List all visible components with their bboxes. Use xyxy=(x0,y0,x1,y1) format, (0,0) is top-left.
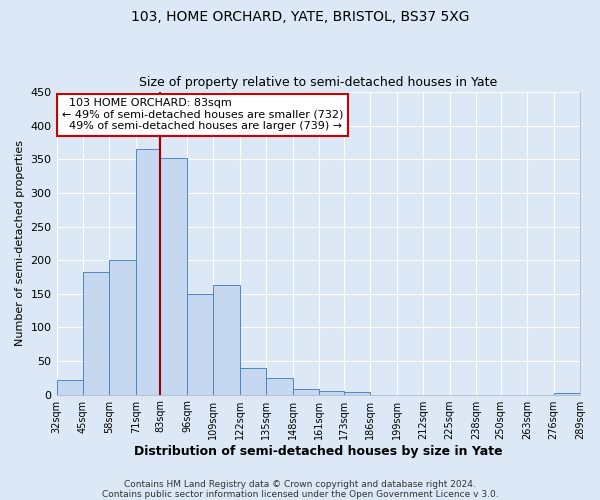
Title: Size of property relative to semi-detached houses in Yate: Size of property relative to semi-detach… xyxy=(139,76,497,90)
Bar xyxy=(319,391,344,394)
Bar xyxy=(240,368,266,394)
Text: 103 HOME ORCHARD: 83sqm  
← 49% of semi-detached houses are smaller (732)
  49% : 103 HOME ORCHARD: 83sqm ← 49% of semi-de… xyxy=(62,98,343,132)
Bar xyxy=(266,378,293,394)
Bar xyxy=(83,272,109,394)
X-axis label: Distribution of semi-detached houses by size in Yate: Distribution of semi-detached houses by … xyxy=(134,444,503,458)
Text: Contains public sector information licensed under the Open Government Licence v : Contains public sector information licen… xyxy=(101,490,499,499)
Bar xyxy=(293,388,319,394)
Y-axis label: Number of semi-detached properties: Number of semi-detached properties xyxy=(15,140,25,346)
Bar xyxy=(136,149,160,394)
Bar xyxy=(56,380,83,394)
Text: Contains HM Land Registry data © Crown copyright and database right 2024.: Contains HM Land Registry data © Crown c… xyxy=(124,480,476,489)
Bar xyxy=(344,392,370,394)
Bar xyxy=(214,285,240,395)
Bar xyxy=(187,294,214,394)
Text: 103, HOME ORCHARD, YATE, BRISTOL, BS37 5XG: 103, HOME ORCHARD, YATE, BRISTOL, BS37 5… xyxy=(131,10,469,24)
Bar xyxy=(554,392,580,394)
Bar xyxy=(160,158,187,394)
Bar xyxy=(109,260,136,394)
